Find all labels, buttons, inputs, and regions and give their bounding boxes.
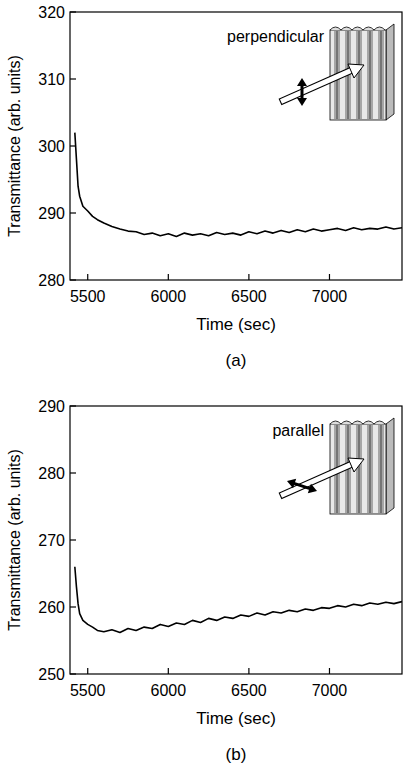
panel: 250 260 270 280 290 5500 6000 6500 7000 Time (sec… [6, 398, 402, 765]
grating-side [386, 24, 394, 120]
polarization-head [287, 479, 296, 488]
y-tick [70, 539, 76, 540]
x-tick [87, 274, 88, 280]
x-tick [248, 274, 249, 280]
x-axis-title: Time (sec) [196, 709, 276, 728]
panel-label: (a) [226, 351, 247, 370]
y-tick [70, 11, 76, 12]
grating-groove [369, 425, 371, 513]
data-group [75, 567, 402, 633]
y-tick-label: 280 [38, 465, 65, 482]
y-tick-label: 290 [38, 205, 65, 222]
beam-outline [280, 70, 352, 102]
plot-frame [70, 12, 402, 280]
grating-groove [358, 31, 360, 119]
x-tick-label: 5500 [70, 682, 106, 699]
y-tick-label: 310 [38, 71, 65, 88]
grating-groove [358, 425, 360, 513]
x-tick [87, 668, 88, 674]
grating-groove [369, 31, 371, 119]
x-tick [248, 668, 249, 674]
data-line [75, 567, 402, 633]
beam [281, 465, 351, 496]
y-tick [70, 78, 76, 79]
x-tick [329, 274, 330, 280]
grating-top [330, 27, 385, 30]
y-tick-label: 290 [38, 398, 65, 415]
grating-side [386, 418, 394, 514]
figure: 280 290 300 310 320 5500 6000 6500 7000 Time (sec… [0, 0, 416, 781]
x-tick-label: 6500 [231, 682, 267, 699]
beam-head [348, 64, 364, 78]
annotation: parallel [272, 422, 324, 439]
x-tick-label: 5500 [70, 288, 106, 305]
annotation: perpendicular [227, 28, 325, 45]
x-axis-title: Time (sec) [196, 315, 276, 334]
polarization-head [297, 98, 307, 106]
y-tick-label: 250 [38, 666, 65, 683]
grating-groove [378, 31, 384, 119]
beam-head [348, 458, 364, 472]
y-axis-title: Transmittance (arb. units) [6, 449, 23, 631]
grating-groove [367, 31, 373, 119]
y-tick-label: 280 [38, 272, 65, 289]
y-tick [70, 472, 76, 473]
x-tick [168, 274, 169, 280]
x-tick-label: 7000 [312, 288, 348, 305]
y-tick [70, 279, 76, 280]
grating-groove [380, 425, 382, 513]
y-tick [70, 606, 76, 607]
y-tick-label: 260 [38, 599, 65, 616]
y-tick [70, 405, 76, 406]
x-tick-label: 6000 [151, 682, 187, 699]
data-group [75, 133, 402, 237]
polarization-head [297, 78, 307, 86]
polarization-head [308, 484, 317, 493]
data-line [75, 133, 402, 237]
beam [281, 71, 351, 102]
y-tick-label: 270 [38, 532, 65, 549]
y-tick [70, 145, 76, 146]
y-axis-title: Transmittance (arb. units) [6, 55, 23, 237]
x-tick [168, 668, 169, 674]
grating-groove [367, 425, 373, 513]
y-tick [70, 212, 76, 213]
grating-groove [380, 31, 382, 119]
panel: 280 290 300 310 320 5500 6000 6500 7000 Time (sec… [6, 4, 402, 371]
panel-label: (b) [226, 745, 247, 764]
grating-groove [378, 425, 384, 513]
plot-frame [70, 406, 402, 674]
x-tick-label: 6000 [151, 288, 187, 305]
x-tick-label: 6500 [231, 288, 267, 305]
grating-top [330, 421, 385, 424]
y-tick [70, 673, 76, 674]
x-tick-label: 7000 [312, 682, 348, 699]
y-tick-label: 300 [38, 138, 65, 155]
y-tick-label: 320 [38, 4, 65, 21]
x-tick [329, 668, 330, 674]
beam-outline [280, 464, 352, 496]
polarization [292, 483, 313, 490]
